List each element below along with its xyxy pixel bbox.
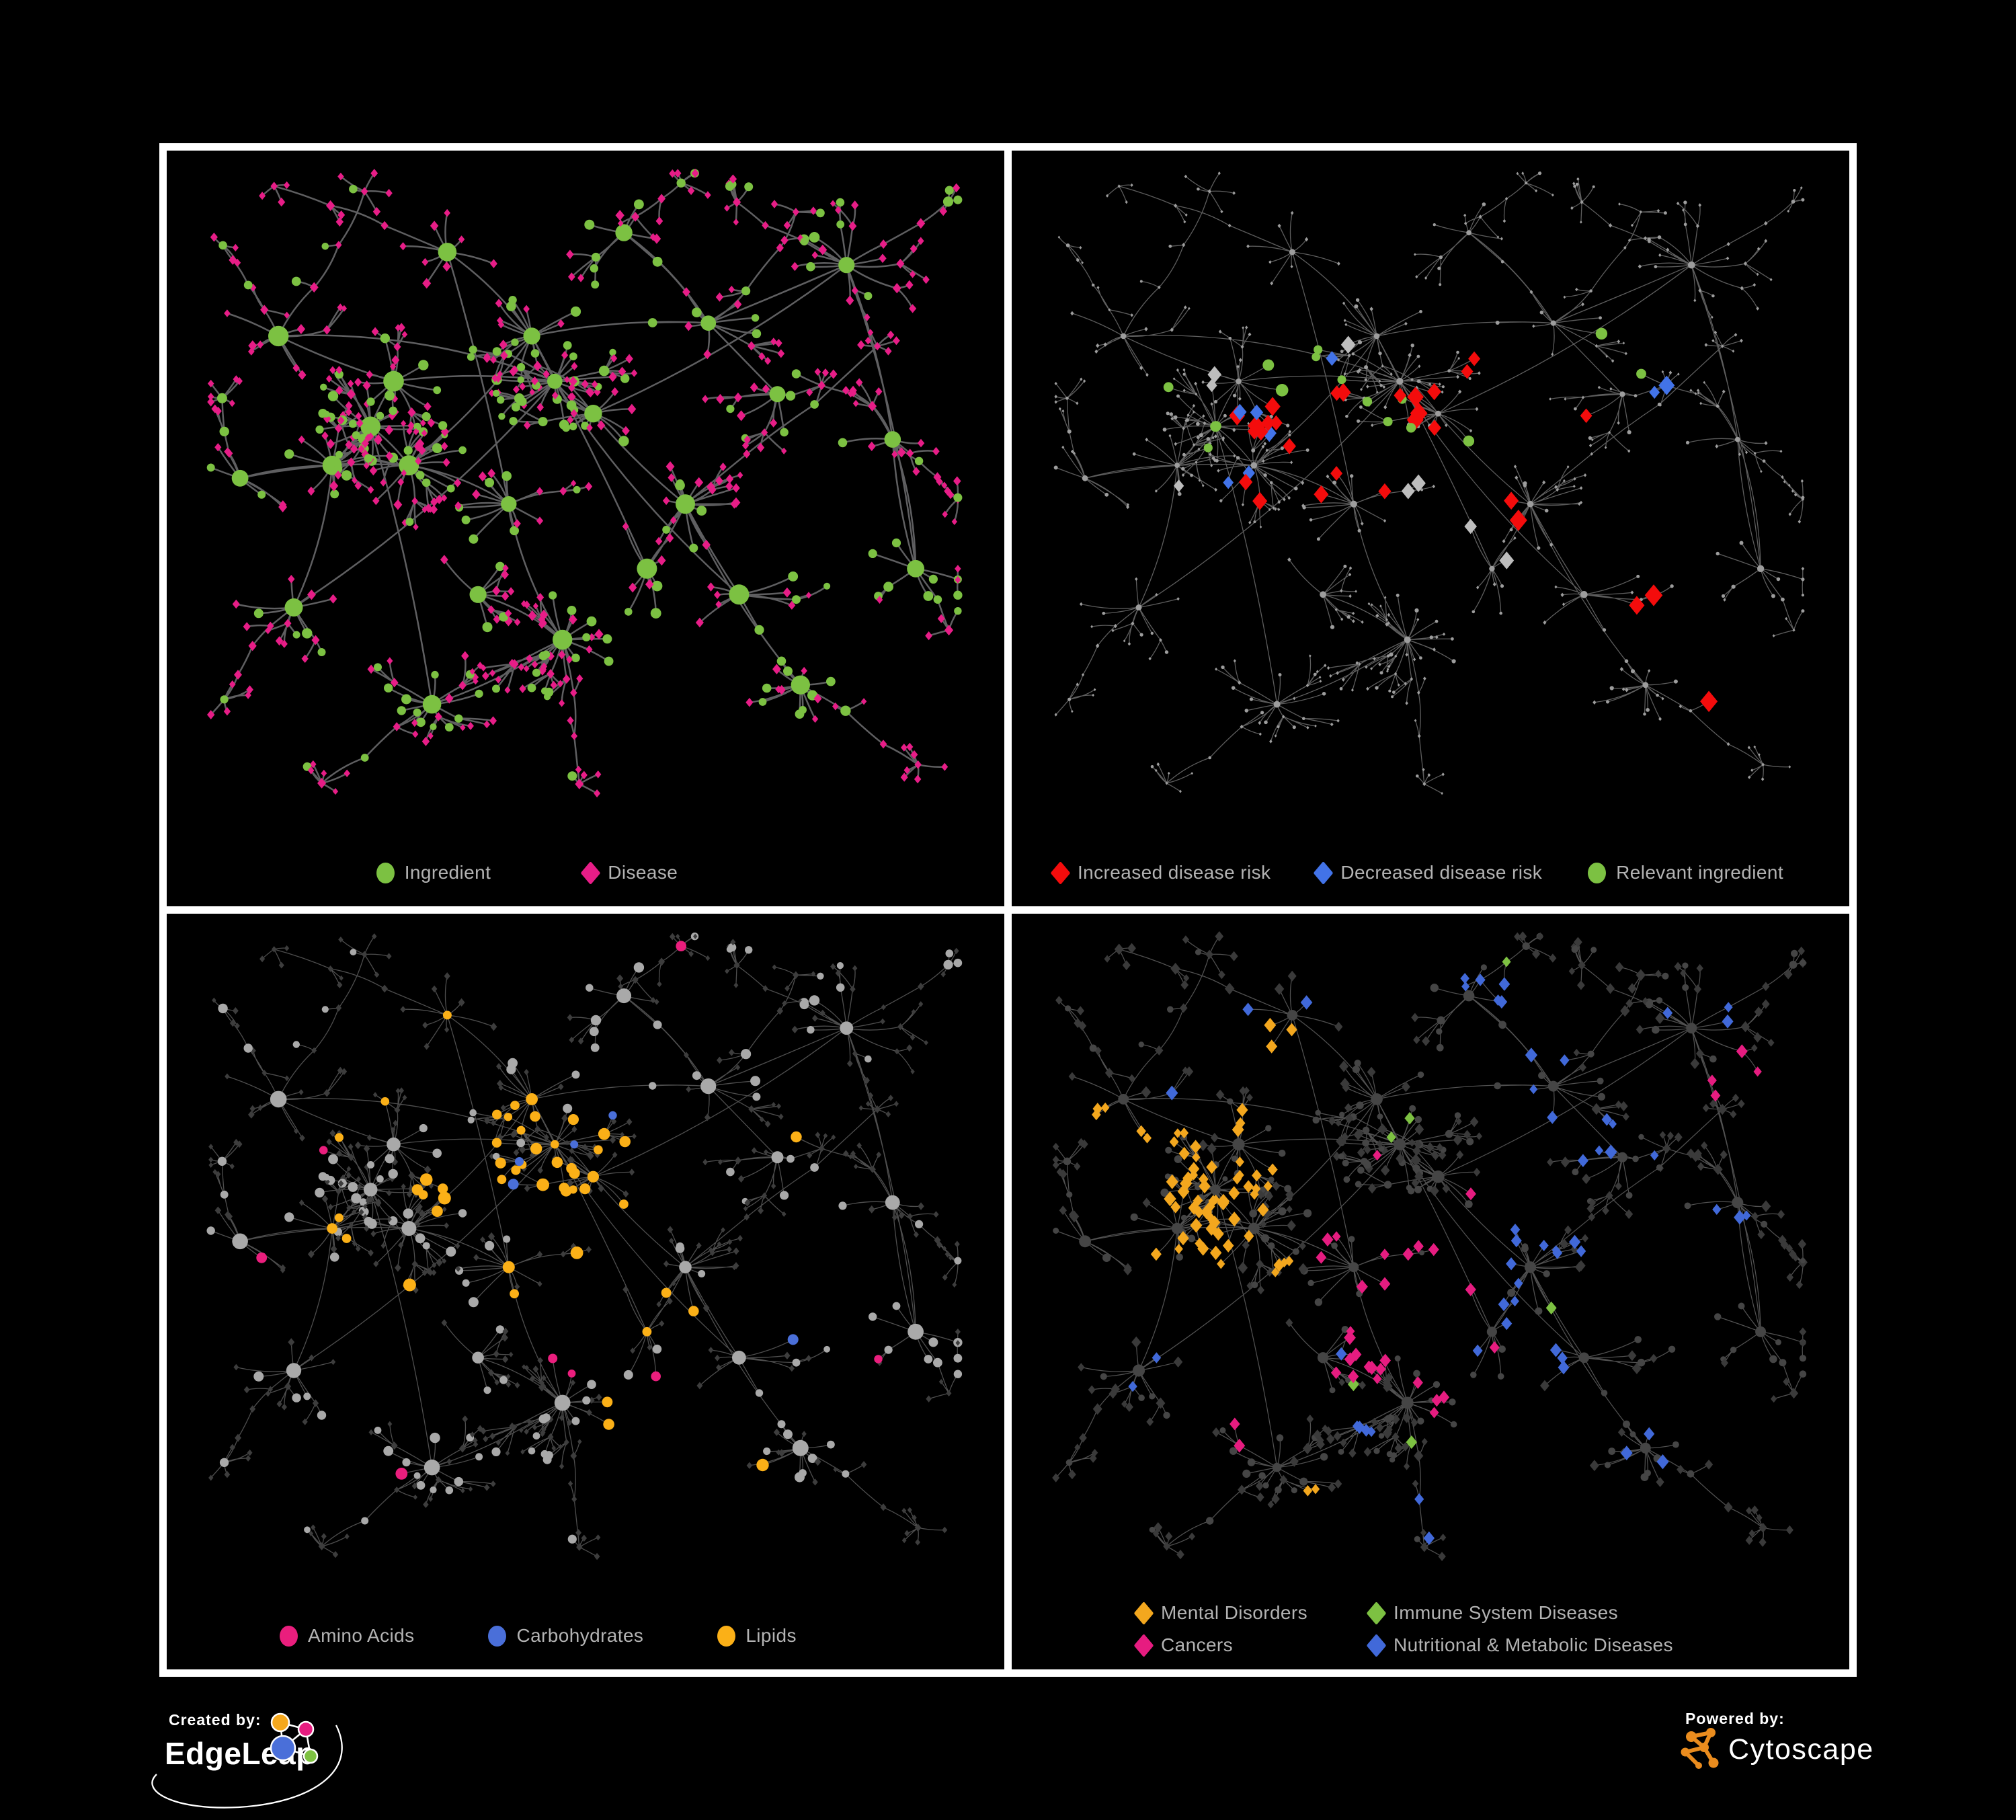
edgeleap-network-icon	[270, 1712, 319, 1764]
legend-label: Increased disease risk	[1078, 862, 1271, 883]
legend-item: Immune System Diseases	[1366, 1601, 1673, 1625]
created-by-label: Created by:	[169, 1711, 261, 1729]
disease-marker-icon	[580, 861, 601, 885]
mental-disorders-marker-icon	[1133, 1601, 1154, 1625]
edgeleap-node-green	[303, 1748, 319, 1764]
network-nutrient-classes	[167, 914, 1004, 1600]
legend-item: Decreased disease risk	[1313, 861, 1543, 885]
network-ingredient-disease	[167, 151, 1004, 837]
legend-item: Disease	[580, 861, 678, 885]
legend-item: Relevant ingredient	[1588, 862, 1783, 883]
immune-diseases-marker-icon	[1366, 1601, 1387, 1625]
legend-label: Relevant ingredient	[1616, 862, 1783, 883]
ingredient-marker-icon	[376, 862, 395, 883]
edgeleap-swoosh	[151, 1725, 343, 1809]
decreased-risk-marker-icon	[1313, 861, 1334, 885]
cytoscape-network-icon	[1681, 1728, 1719, 1769]
legend-label: Ingredient	[404, 862, 491, 883]
legend-ingredient-disease: Ingredient Disease	[167, 861, 1004, 885]
legend-item: Mental Disorders	[1133, 1601, 1308, 1625]
cancers-marker-icon	[1133, 1633, 1154, 1657]
legend-nutrient-classes: Amino Acids Carbohydrates Lipids	[167, 1625, 1004, 1647]
edgeleap-node-orange	[270, 1712, 290, 1733]
legend-label: Mental Disorders	[1161, 1602, 1308, 1623]
legend-disease-risk: Increased disease risk Decreased disease…	[1012, 861, 1849, 885]
cytoscape-branding: Powered by: Cytoscape	[1669, 1705, 2005, 1792]
panel-nutrient-classes: Amino Acids Carbohydrates Lipids	[167, 914, 1004, 1669]
panel-ingredient-disease: Ingredient Disease	[167, 151, 1004, 906]
network-disease-risk	[1012, 151, 1849, 837]
carbohydrates-marker-icon	[488, 1625, 507, 1647]
legend-label: Immune System Diseases	[1394, 1602, 1619, 1623]
legend-label: Disease	[608, 862, 678, 883]
panel-disease-risk: Increased disease risk Decreased disease…	[1012, 151, 1849, 906]
legend-disease-classes: Mental Disorders Immune System Diseases …	[1012, 1601, 1849, 1657]
edgeleap-logo: Created by: EdgeLeap	[151, 1711, 343, 1809]
edgeleap-node-blue	[270, 1735, 296, 1762]
nutritional-diseases-marker-icon	[1366, 1633, 1387, 1657]
panel-grid: Ingredient Disease Increased disease ris…	[159, 143, 1857, 1677]
increased-risk-marker-icon	[1050, 861, 1071, 885]
panel-disease-classes: Mental Disorders Immune System Diseases …	[1012, 914, 1849, 1669]
lipids-marker-icon	[717, 1625, 736, 1647]
relevant-ingredient-marker-icon	[1588, 862, 1607, 883]
powered-by-label: Powered by:	[1685, 1710, 1785, 1727]
legend-item: Increased disease risk	[1050, 861, 1271, 885]
cytoscape-wordmark: Cytoscape	[1728, 1733, 1874, 1766]
legend-label: Cancers	[1161, 1634, 1234, 1655]
legend-label: Decreased disease risk	[1340, 862, 1543, 883]
legend-item: Nutritional & Metabolic Diseases	[1366, 1633, 1673, 1657]
amino-acids-marker-icon	[280, 1625, 298, 1647]
legend-item: Amino Acids	[280, 1625, 414, 1647]
cytoscape-logo: Powered by: Cytoscape	[1681, 1710, 1874, 1769]
edgeleap-node-pink	[297, 1720, 315, 1738]
legend-item: Carbohydrates	[488, 1625, 643, 1647]
legend-label: Lipids	[745, 1625, 797, 1646]
legend-item: Lipids	[717, 1625, 797, 1647]
legend-item: Ingredient	[376, 862, 491, 883]
edgeleap-branding: Created by: EdgeLeap	[138, 1705, 568, 1819]
network-disease-classes	[1012, 914, 1849, 1600]
legend-item: Cancers	[1133, 1633, 1307, 1657]
legend-label: Amino Acids	[308, 1625, 415, 1646]
legend-label: Carbohydrates	[516, 1625, 644, 1646]
legend-label: Nutritional & Metabolic Diseases	[1394, 1634, 1673, 1655]
